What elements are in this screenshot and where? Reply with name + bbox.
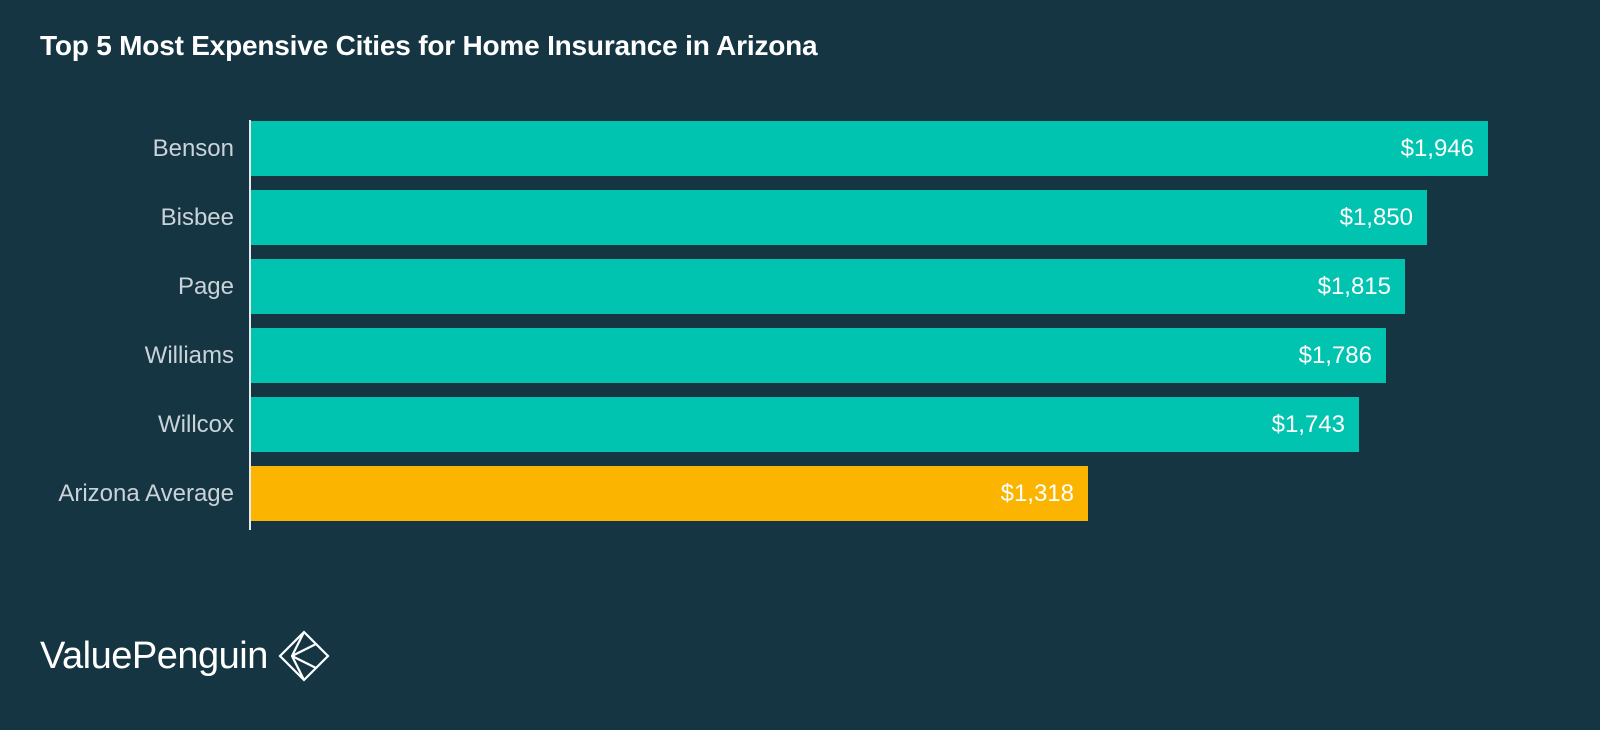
- category-label: Bisbee: [161, 204, 234, 231]
- value-label: $1,743: [1272, 411, 1345, 438]
- brand-logo: ValuePenguin: [40, 630, 330, 682]
- value-label: $1,946: [1401, 135, 1474, 162]
- category-label: Williams: [145, 342, 234, 369]
- city-bar: [250, 190, 1427, 245]
- city-bar: [250, 259, 1405, 314]
- value-label: $1,786: [1299, 342, 1372, 369]
- value-label: $1,850: [1340, 204, 1413, 231]
- category-label: Page: [178, 273, 234, 300]
- valuepenguin-logo-icon: [278, 630, 330, 682]
- value-label: $1,318: [1001, 480, 1074, 507]
- value-label: $1,815: [1318, 273, 1391, 300]
- chart-title: Top 5 Most Expensive Cities for Home Ins…: [40, 30, 818, 61]
- category-label: Arizona Average: [58, 480, 234, 507]
- category-label: Willcox: [158, 411, 234, 438]
- brand-name: ValuePenguin: [40, 635, 268, 677]
- average-bar: [250, 466, 1088, 521]
- city-bar: [250, 121, 1488, 176]
- city-bar: [250, 397, 1359, 452]
- city-bar: [250, 328, 1386, 383]
- category-label: Benson: [153, 135, 234, 162]
- bars-layer: Benson $1,946 Bisbee $1,850 Page $1,815 Willia…: [58, 121, 1488, 521]
